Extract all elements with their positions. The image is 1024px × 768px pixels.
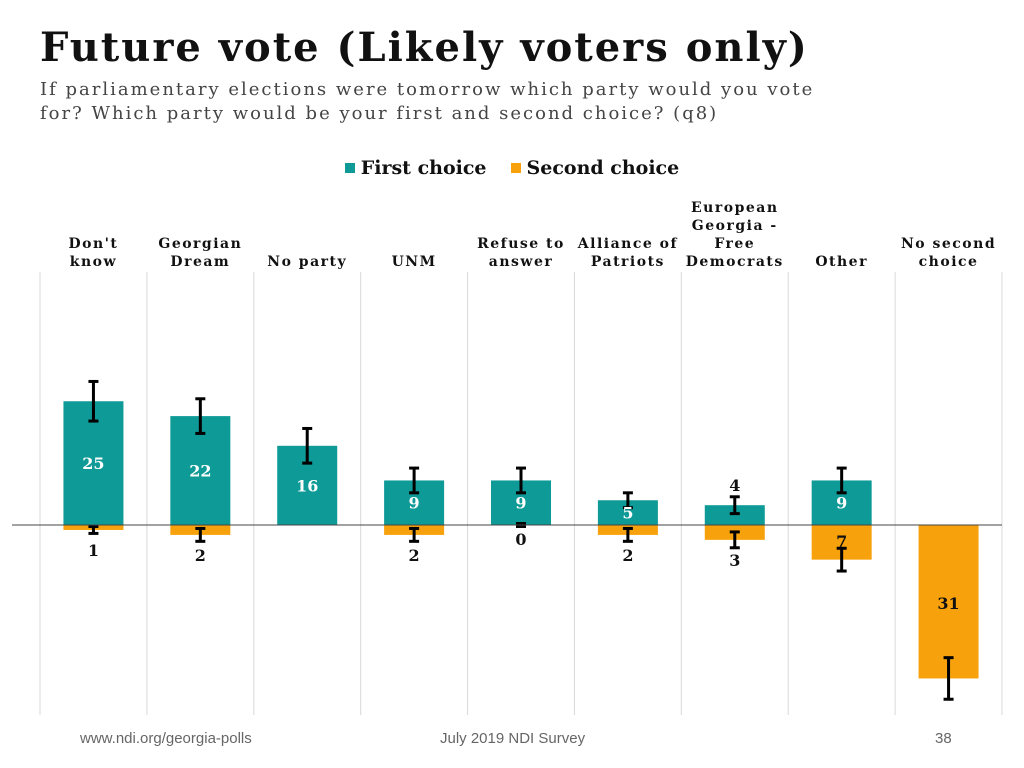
value-label-first: 9 — [836, 494, 847, 513]
legend-first-choice: First choice — [344, 157, 487, 179]
category-label: Free — [714, 236, 755, 252]
legend-second-label: Second choice — [526, 157, 680, 179]
category-label: Georgian — [158, 236, 242, 252]
value-label-second: 1 — [88, 541, 99, 560]
category-label: Dream — [170, 254, 230, 270]
first-choice-swatch — [344, 163, 355, 173]
bar-chart: Don't know Georgian Dream No party UNM Refuse … — [12, 200, 1003, 715]
value-label-first: 16 — [296, 476, 318, 495]
chart-title: Future vote (Likely voters only) — [40, 24, 809, 71]
bar-second-choice — [918, 525, 979, 679]
value-label-second: 0 — [515, 530, 526, 549]
category-label: No second — [901, 236, 996, 252]
value-label-first: 22 — [189, 462, 211, 481]
footer-url: www.ndi.org/georgia-polls — [80, 730, 252, 747]
value-label-first: 4 — [729, 476, 740, 495]
value-label-first: 25 — [82, 454, 104, 473]
value-label-second: 3 — [729, 551, 740, 570]
category-label: Georgia - — [692, 218, 778, 234]
category-label: Democrats — [686, 254, 784, 270]
category-label: Patriots — [591, 254, 665, 270]
category-label: No party — [267, 254, 347, 270]
second-choice-swatch — [510, 163, 521, 173]
page-number: 38 — [935, 730, 952, 747]
legend-second-choice: Second choice — [510, 157, 680, 179]
category-label: European — [691, 200, 779, 216]
category-label: Don't — [68, 236, 118, 252]
footer-survey: July 2019 NDI Survey — [440, 730, 586, 747]
value-label-second: 31 — [937, 594, 959, 613]
category-label: choice — [919, 254, 979, 270]
category-label: answer — [489, 254, 553, 270]
legend: First choice Second choice — [0, 157, 1024, 179]
value-label-first: 5 — [622, 504, 633, 523]
value-label-second: 7 — [836, 532, 847, 551]
value-label-first: 9 — [515, 494, 526, 513]
value-label-first: 9 — [409, 494, 420, 513]
category-label: Alliance of — [577, 236, 678, 252]
value-label-second: 2 — [409, 546, 420, 565]
category-label: Refuse to — [477, 236, 565, 252]
category-label: UNM — [392, 254, 437, 270]
value-label-second: 2 — [195, 546, 206, 565]
category-label: Other — [815, 254, 868, 270]
category-label: know — [70, 254, 117, 270]
chart-subtitle: If parliamentary elections were tomorrow… — [40, 79, 815, 124]
value-label-second: 2 — [622, 546, 633, 565]
legend-first-label: First choice — [360, 157, 487, 179]
